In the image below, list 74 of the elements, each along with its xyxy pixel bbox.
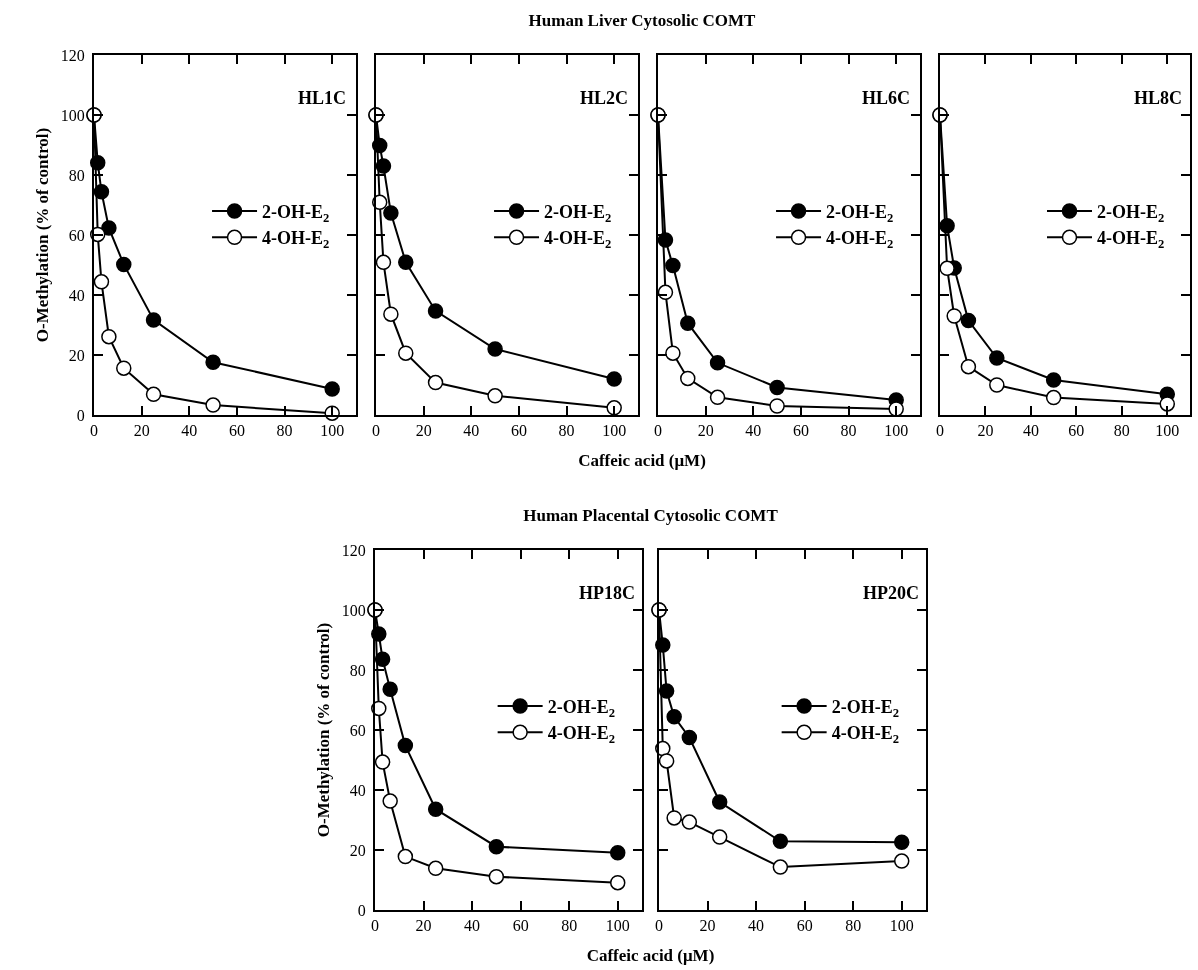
legend-label: 2-OH-E$_{2}$: [1097, 201, 1165, 225]
y-tick-label: 120: [60, 46, 85, 64]
y-tick-label: 0: [76, 406, 85, 424]
y-tick-label: 20: [349, 841, 366, 859]
x-tick-label: 40: [1022, 422, 1039, 440]
legend-label: 4-OH-E$_{2}$: [262, 228, 330, 252]
x-tick-label: 20: [415, 917, 432, 935]
annotation: HL2C: [580, 88, 629, 108]
legend-label: 4-OH-E$_{2}$: [1097, 228, 1165, 252]
legend-label: 2-OH-E$_{2}$: [262, 201, 330, 225]
x-tick-label: 80: [561, 917, 578, 935]
legend-label: 4-OH-E$_{2}$: [826, 228, 894, 252]
y-tick-label: 20: [68, 346, 85, 364]
x-tick-label: 0: [371, 917, 379, 935]
x-tick-label: 80: [276, 422, 293, 440]
x-tick-label: 0: [654, 422, 662, 440]
x-tick-label: 20: [133, 422, 150, 440]
x-tick-label: 60: [512, 917, 529, 935]
x-tick-label: 40: [748, 917, 765, 935]
x-axis-title: Caffeic acid (μM): [577, 451, 707, 471]
x-tick-label: 0: [372, 422, 380, 440]
y-tick-label: 80: [349, 661, 366, 679]
x-tick-label: 80: [558, 422, 575, 440]
x-tick-label: 40: [464, 917, 481, 935]
x-tick-label: 0: [655, 917, 663, 935]
x-tick-label: 20: [697, 422, 714, 440]
x-tick-label: 40: [463, 422, 480, 440]
legend-label: 2-OH-E$_{2}$: [544, 201, 612, 225]
x-tick-label: 60: [796, 917, 813, 935]
y-tick-label: 80: [68, 166, 85, 184]
annotation: HP20C: [863, 583, 919, 603]
legend-label: 2-OH-E$_{2}$: [826, 201, 894, 225]
annotation: HL8C: [1134, 88, 1183, 108]
x-tick-label: 100: [320, 422, 345, 440]
x-tick-label: 60: [510, 422, 527, 440]
x-tick-label: 0: [90, 422, 98, 440]
x-tick-label: 20: [977, 422, 994, 440]
annotation: HL6C: [862, 88, 911, 108]
legend-label: 4-OH-E$_{2}$: [831, 723, 899, 747]
y-axis-title: O-Methylation (% of control): [32, 127, 52, 343]
x-tick-label: 60: [1068, 422, 1085, 440]
annotation: HL1C: [298, 88, 347, 108]
chart-title: Human Liver Cytosolic COMT: [527, 11, 757, 31]
x-tick-label: 80: [840, 422, 857, 440]
y-tick-label: 60: [349, 721, 366, 739]
x-tick-label: 40: [181, 422, 198, 440]
legend-label: 4-OH-E$_{2}$: [547, 723, 615, 747]
x-tick-label: 100: [889, 917, 914, 935]
y-tick-label: 120: [341, 541, 366, 559]
legend-label: 2-OH-E$_{2}$: [831, 696, 899, 720]
x-axis-title: Caffeic acid (μM): [585, 946, 716, 966]
y-tick-label: 100: [341, 601, 366, 619]
y-tick-label: 60: [68, 226, 85, 244]
x-tick-label: 40: [745, 422, 762, 440]
x-tick-label: 100: [605, 917, 630, 935]
x-tick-label: 60: [228, 422, 245, 440]
y-tick-label: 0: [357, 901, 366, 919]
y-tick-label: 40: [68, 286, 85, 304]
x-tick-label: 80: [1113, 422, 1130, 440]
x-tick-label: 100: [1155, 422, 1180, 440]
chart-title: Human Placental Cytosolic COMT: [522, 506, 779, 526]
y-tick-label: 100: [60, 106, 85, 124]
x-tick-label: 20: [415, 422, 432, 440]
x-tick-label: 0: [936, 422, 944, 440]
x-tick-label: 20: [699, 917, 716, 935]
x-tick-label: 100: [602, 422, 627, 440]
legend-label: 2-OH-E$_{2}$: [547, 696, 615, 720]
x-tick-label: 80: [845, 917, 862, 935]
x-tick-label: 60: [792, 422, 809, 440]
y-axis-title: O-Methylation (% of control): [313, 622, 333, 838]
y-tick-label: 40: [349, 781, 366, 799]
legend-label: 4-OH-E$_{2}$: [544, 228, 612, 252]
annotation: HP18C: [579, 583, 635, 603]
x-tick-label: 100: [884, 422, 909, 440]
